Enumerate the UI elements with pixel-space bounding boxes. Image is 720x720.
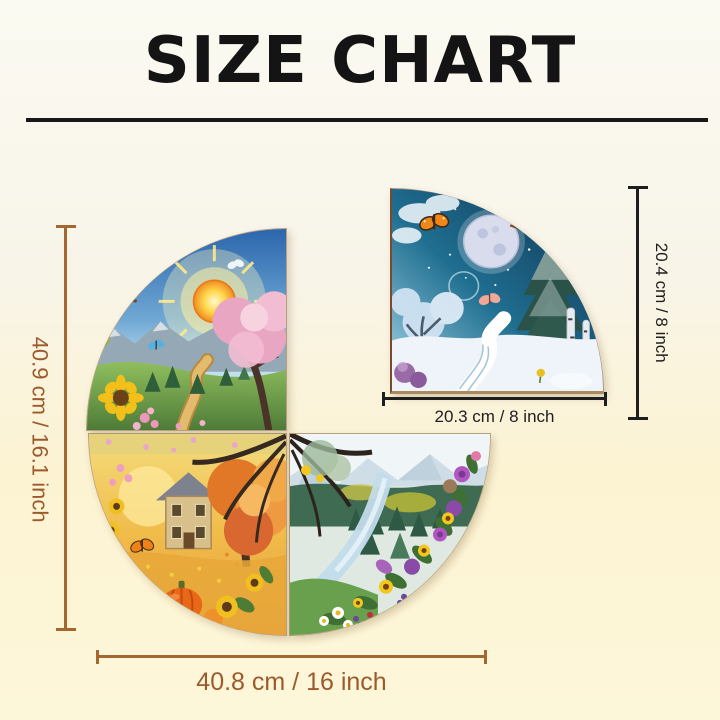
small-pumpkin (124, 579, 143, 594)
summer-artwork (290, 434, 490, 635)
butterfly-monarch-icon (419, 212, 450, 231)
purple-bush (394, 361, 427, 388)
cottage-illustration (155, 472, 221, 550)
moon-illustration (448, 209, 525, 301)
dimension-line-main-width (97, 655, 486, 658)
snow-path (456, 311, 512, 391)
dimension-label-main-width: 40.8 cm / 16 inch (196, 668, 387, 696)
center-tree-roots (192, 434, 286, 543)
dimension-line-piece-height (636, 187, 639, 419)
snow-ground (392, 334, 603, 391)
frosted-trees (392, 287, 464, 359)
pine-trees (144, 365, 251, 394)
dimension-line-piece-width (383, 397, 606, 400)
dimension-label-main-height: 40.9 cm / 16.1 inch (27, 336, 53, 523)
hills (87, 362, 286, 430)
blossom-tree (212, 291, 286, 430)
spring-artwork (87, 229, 286, 430)
puzzle-quadrant-autumn (88, 433, 287, 636)
butterfly-pink-icon (478, 293, 501, 306)
puzzle-quadrant-spring (86, 228, 287, 431)
butterfly-white-icon (227, 259, 244, 270)
yellow-flower (536, 368, 545, 384)
page-title: SIZE CHART (143, 24, 577, 98)
puzzle-quadrant-summer (289, 433, 491, 636)
dimension-line-main-height (64, 226, 67, 630)
autumn-artwork (89, 434, 286, 635)
dimension-label-piece-width: 20.3 cm / 8 inch (434, 407, 555, 426)
title-underline (26, 118, 708, 122)
clouds (392, 195, 460, 244)
puzzle-piece-winter (390, 188, 604, 394)
winter-artwork (392, 189, 603, 391)
apples (142, 592, 170, 624)
pink-flowers (109, 464, 133, 486)
dimension-label-piece-height: 20.4 cm / 8 inch (651, 242, 671, 363)
butterfly-blue-icon (148, 339, 165, 350)
sunflower-illustration (97, 374, 144, 421)
pink-flower-cluster (132, 407, 206, 430)
butterfly-orange-icon (130, 538, 155, 553)
